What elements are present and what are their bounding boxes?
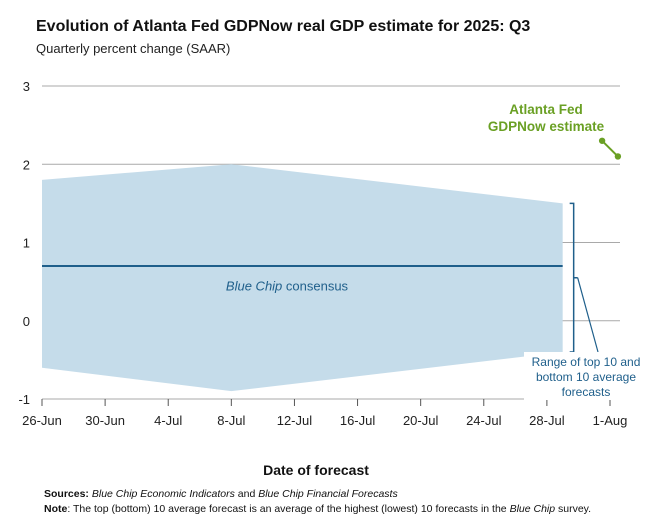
x-tick-label: 12-Jul — [277, 413, 313, 428]
note-text: : The top (bottom) 10 average forecast i… — [67, 503, 510, 515]
consensus-label-rest: consensus — [282, 279, 348, 294]
y-tick-label: 3 — [23, 79, 30, 94]
y-tick-label: -1 — [18, 392, 30, 407]
y-axis-ticks: 3 2 1 0 -1 — [18, 79, 30, 407]
range-label-background — [524, 352, 650, 400]
series-layer: Blue Chip consensus — [42, 137, 622, 294]
x-tick-label: 16-Jul — [340, 413, 376, 428]
sources-conjunction: and — [234, 488, 259, 500]
sources-label: Sources: — [44, 488, 89, 500]
range-bracket — [569, 202, 578, 353]
x-tick-label: 26-Jun — [22, 413, 62, 428]
gdpnow-label-line-1: Atlanta Fed — [509, 102, 583, 117]
note-label: Note — [44, 503, 68, 515]
chart-subtitle: Quarterly percent change (SAAR) — [36, 41, 231, 56]
x-tick-label: 8-Jul — [217, 413, 245, 428]
sources-publication-1: Blue Chip Economic Indicators — [91, 488, 235, 500]
sources-line: Sources: Blue Chip Economic Indicators a… — [44, 487, 591, 502]
note-survey-name: Blue Chip — [509, 503, 556, 515]
range-label-line: forecasts — [562, 385, 611, 399]
sources-publication-2: Blue Chip Financial Forecasts — [258, 488, 398, 500]
x-tick-label: 24-Jul — [466, 413, 502, 428]
note-end: survey. — [555, 503, 592, 515]
x-axis-label: Date of forecast — [263, 462, 369, 478]
range-leader-line — [577, 277, 599, 353]
chart-title: Evolution of Atlanta Fed GDPNow real GDP… — [36, 18, 531, 35]
x-tick-label: 4-Jul — [154, 413, 182, 428]
x-tick-label: 28-Jul — [529, 413, 565, 428]
note-line: Note: The top (bottom) 10 average foreca… — [44, 502, 591, 517]
range-label-line: bottom 10 average — [536, 370, 636, 384]
gdpnow-label-line-2: GDPNow estimate — [488, 119, 605, 134]
x-tick-label: 20-Jul — [403, 413, 439, 428]
range-band — [42, 164, 563, 392]
consensus-label-italic: Blue Chip — [226, 279, 282, 294]
x-tick-label: 30-Jun — [85, 413, 125, 428]
range-band-layer — [42, 164, 563, 392]
gdpnow-point — [614, 153, 622, 160]
x-tick-label: 1-Aug — [593, 413, 628, 428]
consensus-label: Blue Chip consensus — [226, 279, 349, 294]
annotations: Atlanta Fed GDPNow estimate Range of top 1… — [488, 102, 650, 400]
gdpnow-line — [601, 140, 619, 158]
gdpnow-point — [598, 137, 606, 144]
range-label-line: Range of top 10 and — [532, 355, 641, 369]
y-tick-label: 1 — [23, 236, 30, 251]
footer-notes: Sources: Blue Chip Economic Indicators a… — [44, 487, 591, 517]
y-tick-label: 2 — [23, 157, 30, 172]
y-tick-label: 0 — [23, 314, 30, 329]
x-axis-ticks: 26-Jun 30-Jun 4-Jul 8-Jul 12-Jul 16-Jul 20-Jul… — [22, 399, 627, 428]
